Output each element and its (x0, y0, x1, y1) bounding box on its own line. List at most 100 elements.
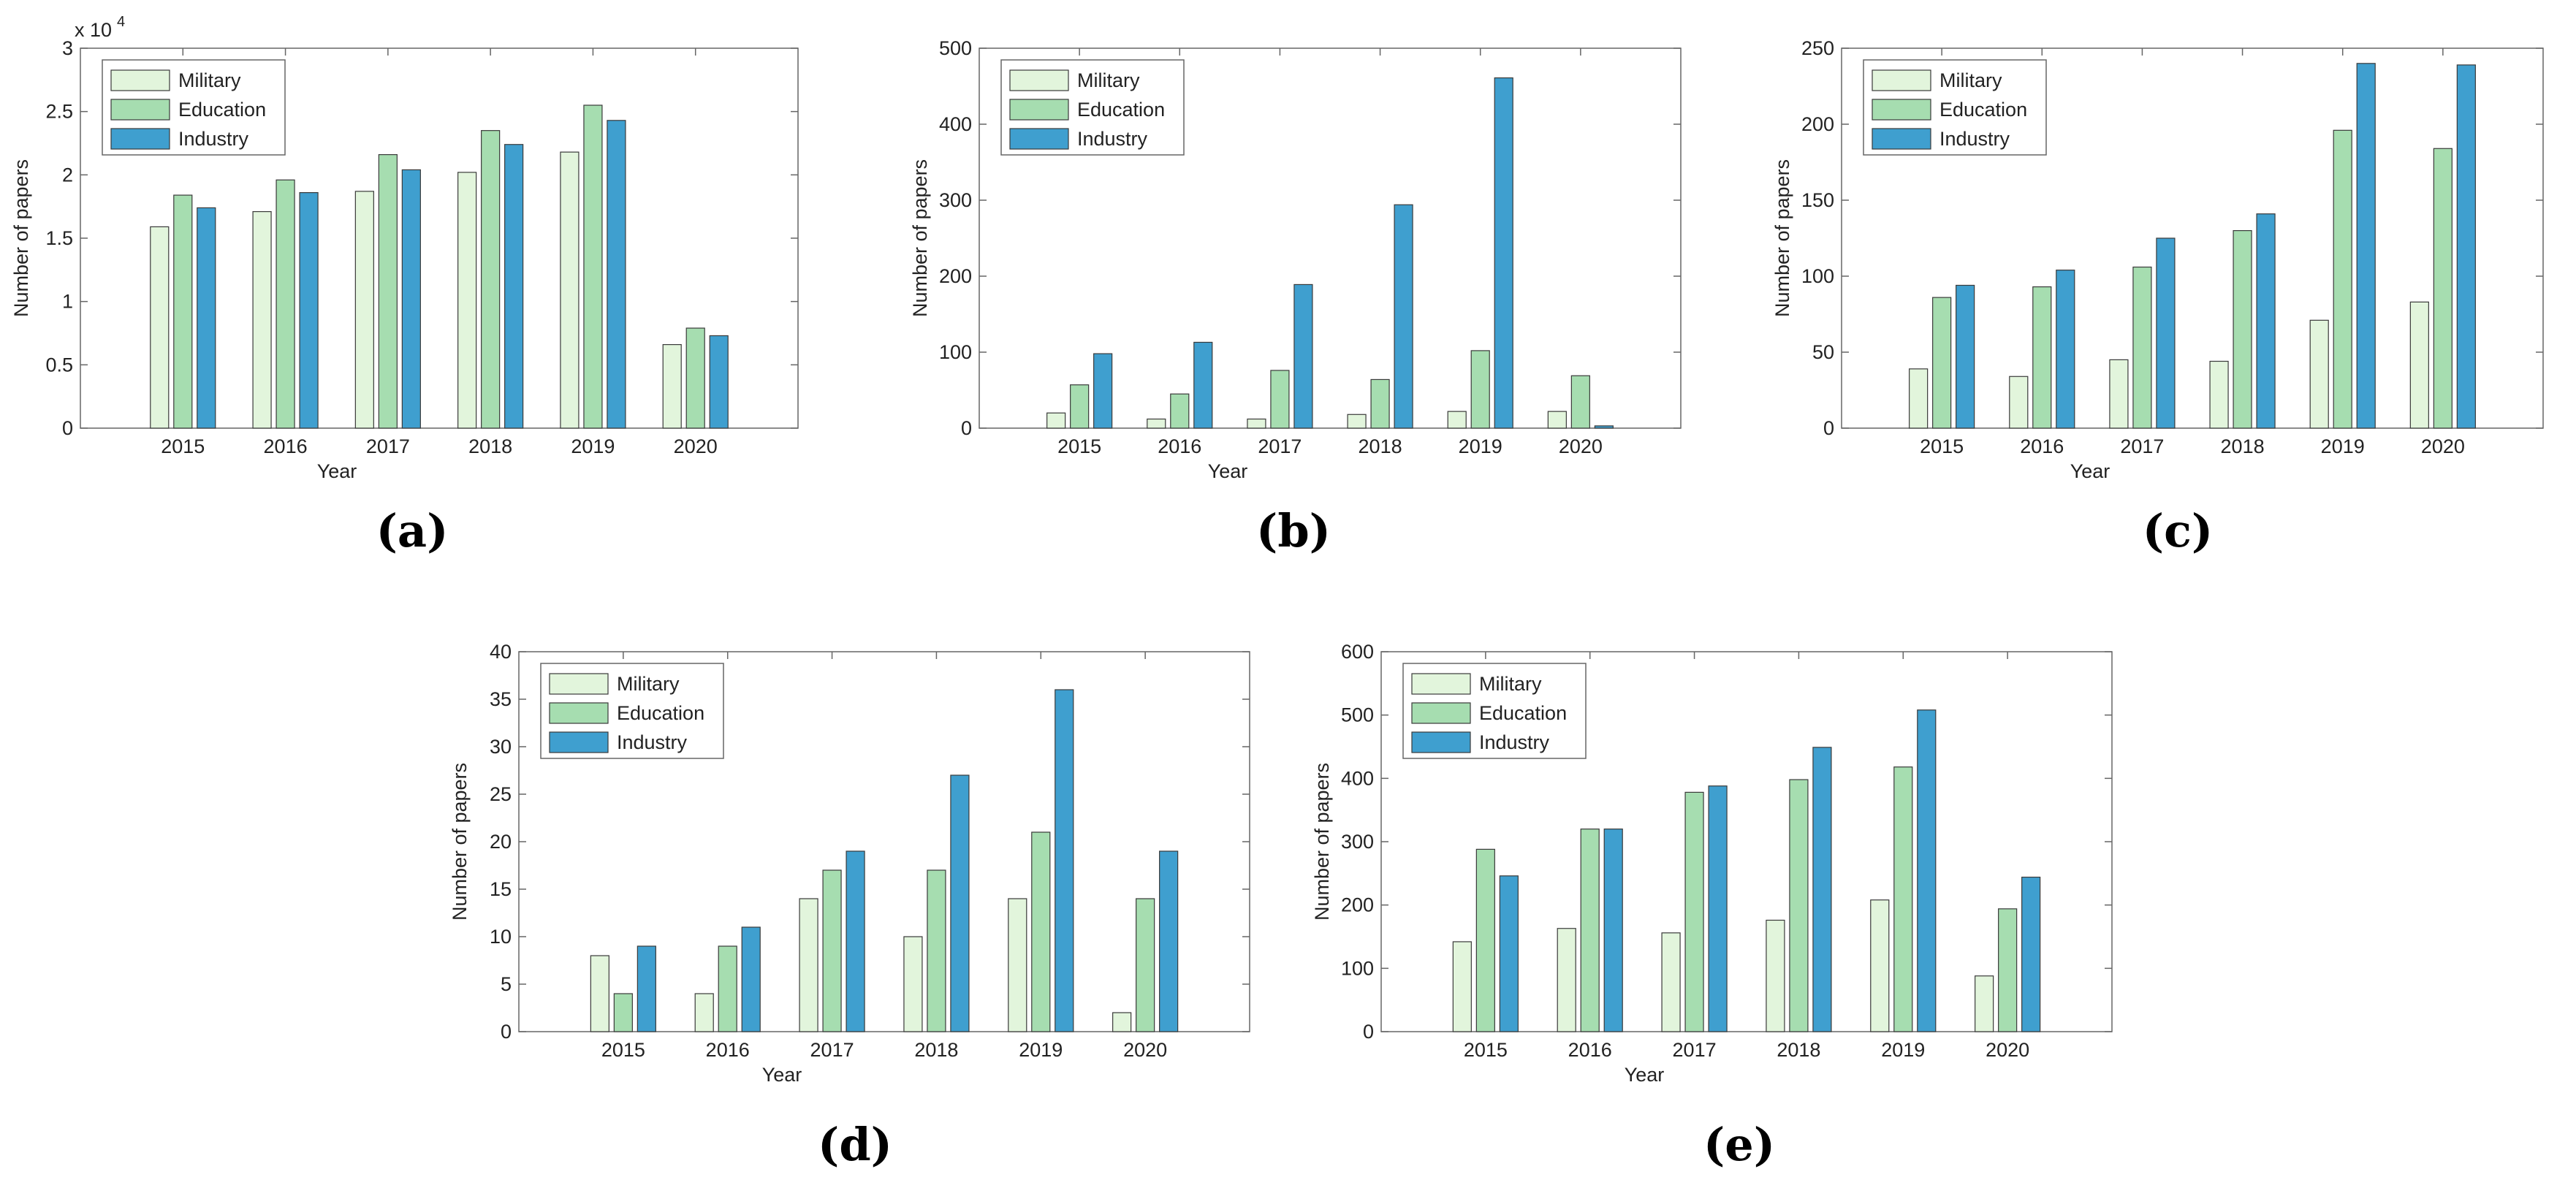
legend-swatch-military (110, 69, 170, 91)
y-tick-label: 3 (62, 37, 73, 59)
bar-industry-2019 (1055, 689, 1074, 1032)
bar-education-2015 (1070, 384, 1090, 429)
bar-education-2020 (685, 327, 705, 429)
legend-swatch-military (549, 673, 609, 695)
legend-label-education: Education (1939, 99, 2027, 121)
x-tick-label: 2018 (2221, 435, 2265, 457)
x-tick-label: 2019 (1019, 1039, 1063, 1061)
legend-swatch-military (1009, 69, 1069, 91)
bar-military-2015 (1909, 368, 1929, 429)
bar-industry-2015 (197, 207, 216, 429)
y-tick-label: 40 (490, 641, 512, 663)
y-tick-label: 300 (1341, 831, 1374, 853)
bar-education-2020 (1570, 375, 1590, 429)
x-tick-label: 2018 (468, 435, 512, 457)
legend-swatch-education (1411, 702, 1471, 724)
bar-military-2020 (1112, 1012, 1132, 1032)
legend-label-industry: Industry (1479, 731, 1550, 753)
x-tick-label: 2020 (674, 435, 718, 457)
bar-industry-2018 (1812, 747, 1832, 1032)
chart-b: 0 100 200 300 400 500 2015 2016 2017 2018 2019 2020… (909, 37, 1682, 482)
bar-education-2016 (1580, 829, 1600, 1032)
bar-education-2020 (1998, 908, 2018, 1032)
bar-military-2019 (560, 151, 580, 429)
x-tick-label: 2016 (1568, 1039, 1612, 1061)
bar-military-2018 (903, 936, 923, 1032)
chart-e: 0 100 200 300 400 500 600 2015 2016 2017 2018 2019 2… (1311, 641, 2113, 1086)
y-tick-label: 100 (1341, 957, 1374, 979)
x-tick-label: 2015 (161, 435, 205, 457)
bar-education-2016 (2032, 286, 2052, 429)
bar-education-2019 (1470, 350, 1490, 429)
bar-education-2015 (173, 194, 193, 429)
bar-education-2019 (1893, 766, 1913, 1032)
bar-industry-2016 (2056, 270, 2075, 429)
bar-industry-2020 (2021, 876, 2041, 1032)
x-tick-label: 2017 (366, 435, 410, 457)
bar-education-2018 (2233, 230, 2252, 429)
y-tick-label: 1.5 (45, 227, 73, 249)
y-axis-title: Number of papers (1311, 763, 1333, 921)
x-tick-label: 2017 (1673, 1039, 1717, 1061)
legend-label-education: Education (178, 99, 266, 121)
panel-label-c: (c) (2142, 504, 2214, 557)
bar-industry-2019 (2356, 63, 2376, 429)
y-tick-label: 600 (1341, 641, 1374, 663)
bar-military-2018 (1766, 919, 1785, 1032)
bar-military-2019 (1008, 898, 1027, 1032)
y-exponent-label: x 10 (75, 19, 112, 41)
x-tick-label: 2015 (1920, 435, 1964, 457)
bar-military-2016 (694, 993, 714, 1032)
bar-military-2019 (2309, 319, 2329, 429)
legend-label-military: Military (178, 69, 241, 91)
bar-industry-2018 (1394, 204, 1413, 429)
x-tick-label: 2019 (2321, 435, 2365, 457)
bar-military-2020 (1547, 411, 1567, 429)
bar-military-2018 (457, 172, 477, 429)
y-axis-title: Number of papers (449, 763, 471, 921)
y-tick-label: 300 (939, 189, 972, 211)
chart-panel-c: 0 50 100 150 200 250 2015 2016 2017 2018 2019 2020 Y… (1710, 0, 2558, 557)
x-tick-label: 2016 (706, 1039, 750, 1061)
panel-label-b: (b) (1255, 504, 1331, 557)
bar-industry-2017 (401, 169, 421, 429)
legend-swatch-industry (1009, 128, 1069, 150)
bar-industry-2017 (2156, 237, 2176, 429)
bar-education-2015 (613, 993, 633, 1032)
bar-education-2017 (2132, 266, 2152, 429)
y-tick-label: 15 (490, 878, 512, 900)
x-axis-title: Year (1625, 1064, 1665, 1086)
bar-education-2018 (1789, 779, 1809, 1032)
bar-education-2016 (276, 179, 295, 429)
bar-education-2019 (2333, 129, 2352, 429)
x-tick-label: 2020 (2421, 435, 2465, 457)
bar-industry-2017 (1293, 283, 1313, 429)
bar-military-2015 (150, 226, 170, 429)
bar-military-2015 (1452, 941, 1472, 1032)
y-axis-title: Number of papers (909, 159, 931, 317)
y-tick-label: 250 (1801, 37, 1834, 59)
x-axis-title: Year (1208, 460, 1248, 482)
x-tick-label: 2020 (1123, 1039, 1167, 1061)
x-tick-label: 2016 (1158, 435, 1201, 457)
legend-swatch-military (1411, 673, 1471, 695)
x-tick-label: 2018 (1777, 1039, 1820, 1061)
bar-industry-2016 (1193, 341, 1213, 429)
legend-swatch-military (1872, 69, 1931, 91)
chart-c: 0 50 100 150 200 250 2015 2016 2017 2018 2019 2020 Y… (1771, 37, 2544, 482)
bar-industry-2020 (709, 335, 729, 429)
y-tick-label: 50 (1812, 341, 1834, 363)
y-tick-label: 200 (1801, 113, 1834, 135)
bar-military-2017 (1661, 932, 1681, 1032)
y-tick-label: 35 (490, 688, 512, 710)
bar-education-2018 (1370, 378, 1390, 429)
bar-education-2020 (2433, 148, 2452, 429)
y-tick-label: 30 (490, 736, 512, 758)
y-tick-label: 1 (62, 291, 73, 313)
bar-industry-2015 (637, 945, 656, 1032)
bar-education-2017 (1684, 791, 1704, 1032)
x-tick-label: 2015 (1057, 435, 1101, 457)
legend-swatch-industry (1872, 128, 1931, 150)
y-tick-label: 0 (62, 417, 73, 439)
panel-label-d: (d) (817, 1118, 893, 1171)
